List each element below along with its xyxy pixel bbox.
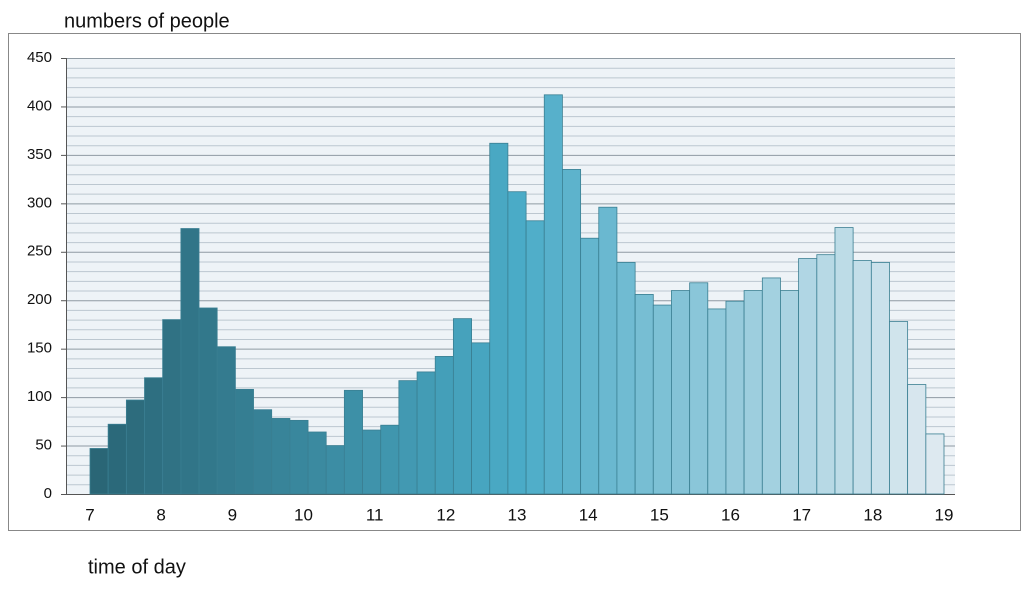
bar [162,319,182,495]
bar [180,228,200,495]
bar [198,307,218,495]
bar [89,448,109,495]
bar [253,409,273,495]
y-tick-label: 300 [27,194,52,211]
y-tick-label: 450 [27,49,52,66]
bar [144,377,164,495]
bar [125,399,145,495]
bar [816,254,836,495]
bar [398,380,418,495]
bar [834,227,854,495]
x-tick-label: 13 [508,505,527,524]
y-tick-label: 100 [27,388,52,405]
x-tick-label: 9 [228,505,237,524]
bar [870,262,890,495]
bar [271,418,291,495]
bar [925,433,945,495]
bar [562,169,582,495]
x-tick-label: 17 [792,505,811,524]
x-tick-label: 12 [436,505,455,524]
x-tick-label: 18 [863,505,882,524]
bar [343,389,363,495]
bar [489,142,509,495]
bar [798,258,818,495]
bar [761,277,781,495]
y-tick-label: 250 [27,243,52,260]
bar [580,237,600,495]
bar [380,424,400,495]
bar [216,346,236,495]
bar [634,294,654,495]
bar [725,300,745,495]
x-axis-title: time of day [88,556,186,578]
bar [616,262,636,495]
bar [743,290,763,495]
bar [507,191,527,495]
bar [107,423,127,495]
x-tick-label: 7 [85,505,94,524]
bar [689,282,709,495]
bar [289,419,309,495]
y-axis-title: numbers of people [64,10,230,32]
bar [525,220,545,495]
bar [362,429,382,495]
x-tick-label: 10 [294,505,313,524]
y-tick-label: 0 [44,485,52,502]
x-tick-label: 8 [156,505,165,524]
y-tick-label: 150 [27,340,52,357]
bar [852,260,872,495]
bar [325,445,345,495]
bar [234,388,254,495]
bar [671,290,691,495]
bar [416,371,436,495]
y-tick-label: 200 [27,291,52,308]
y-tick-label: 400 [27,97,52,114]
x-tick-label: 16 [721,505,740,524]
bar [889,321,909,495]
y-tick-label: 50 [35,437,52,454]
bar [452,318,472,495]
x-tick-label: 19 [935,505,954,524]
y-tick-label: 350 [27,146,52,163]
bar [434,356,454,495]
x-tick-label: 11 [366,505,384,524]
bar [471,342,491,495]
bar [707,308,727,495]
bar [780,290,800,495]
bar [652,304,672,495]
x-tick-label: 14 [579,505,598,524]
bar [907,384,927,495]
bar [307,431,327,495]
bar [598,206,618,495]
bar [543,94,563,495]
x-tick-label: 15 [650,505,669,524]
